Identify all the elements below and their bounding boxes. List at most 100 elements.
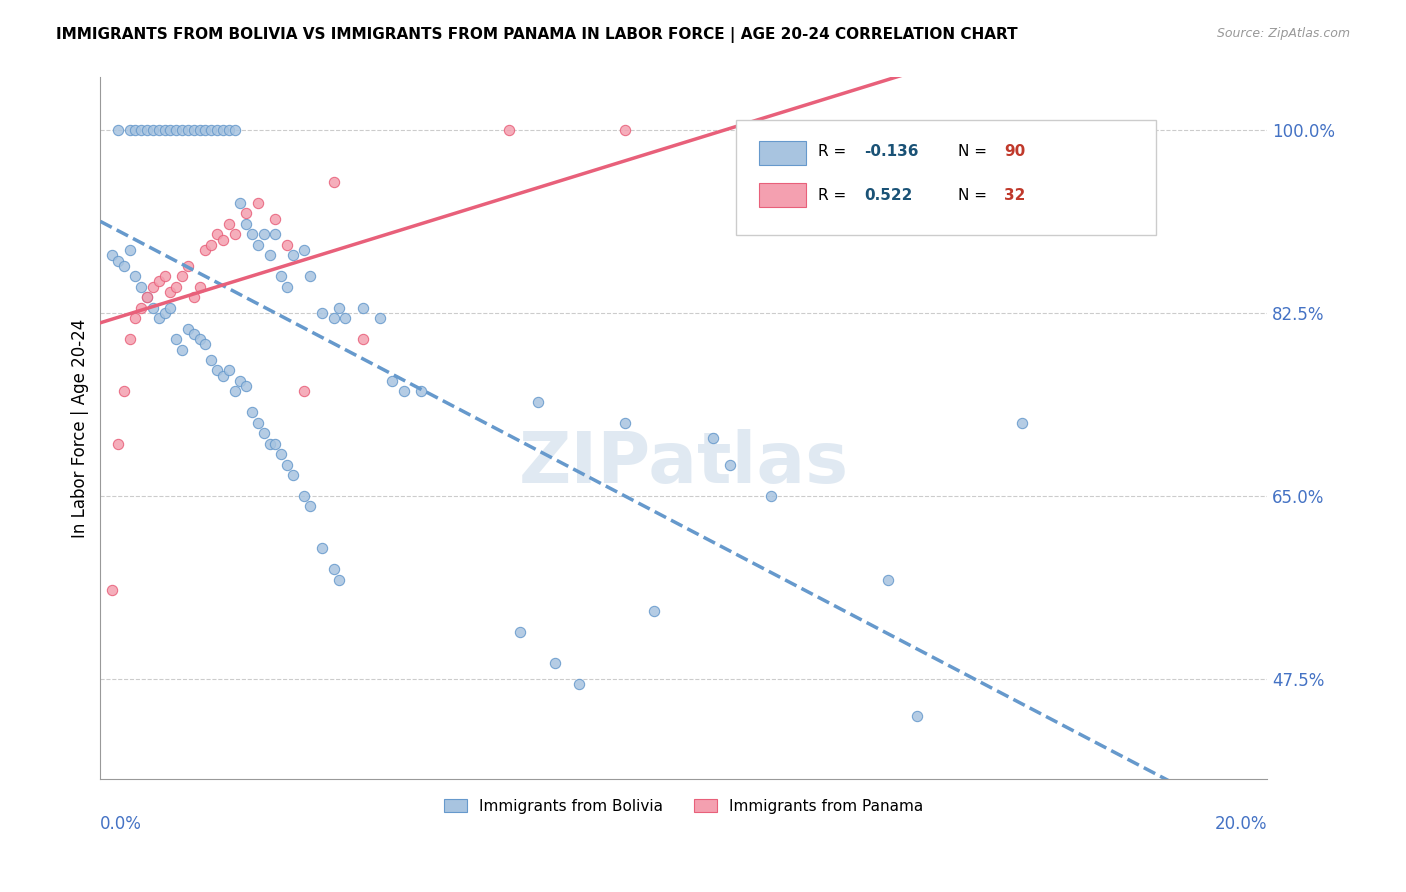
Point xyxy=(322,311,344,326)
Point xyxy=(153,306,176,320)
Point xyxy=(136,290,159,304)
Point xyxy=(876,573,898,587)
Point xyxy=(352,301,374,315)
Point xyxy=(905,708,928,723)
Point xyxy=(498,122,520,136)
Point xyxy=(148,311,170,326)
Text: 90: 90 xyxy=(1004,144,1025,159)
Point xyxy=(107,122,129,136)
Point xyxy=(702,432,724,446)
Point xyxy=(527,394,550,409)
Point xyxy=(259,248,281,262)
Point xyxy=(188,332,211,346)
Point xyxy=(235,217,257,231)
FancyBboxPatch shape xyxy=(737,120,1156,235)
Point xyxy=(381,374,404,388)
Point xyxy=(643,604,665,618)
Point xyxy=(229,196,252,211)
Point xyxy=(544,657,567,671)
Text: IMMIGRANTS FROM BOLIVIA VS IMMIGRANTS FROM PANAMA IN LABOR FORCE | AGE 20-24 COR: IMMIGRANTS FROM BOLIVIA VS IMMIGRANTS FR… xyxy=(56,27,1018,43)
Point xyxy=(165,122,187,136)
Point xyxy=(509,625,531,640)
Point xyxy=(264,211,287,226)
Point xyxy=(229,374,252,388)
Point xyxy=(177,122,200,136)
Point xyxy=(107,436,129,450)
Point xyxy=(276,279,298,293)
Point xyxy=(368,311,391,326)
Point xyxy=(276,238,298,252)
Point xyxy=(205,227,228,242)
Point xyxy=(129,279,152,293)
Point xyxy=(153,269,176,284)
Point xyxy=(299,500,322,514)
Point xyxy=(188,122,211,136)
Point xyxy=(142,301,165,315)
Point xyxy=(194,337,217,351)
Point xyxy=(124,311,146,326)
Point xyxy=(124,122,146,136)
Point xyxy=(211,233,233,247)
Point xyxy=(264,227,287,242)
Point xyxy=(200,238,222,252)
Point xyxy=(218,363,240,377)
Point xyxy=(142,122,165,136)
Bar xyxy=(759,141,806,165)
Point xyxy=(299,269,322,284)
Point xyxy=(159,301,181,315)
Point xyxy=(194,243,217,257)
Point xyxy=(200,353,222,368)
Point xyxy=(112,259,135,273)
Point xyxy=(218,122,240,136)
Point xyxy=(311,541,333,556)
Point xyxy=(194,122,217,136)
Point xyxy=(148,275,170,289)
Point xyxy=(153,122,176,136)
Point xyxy=(614,416,637,430)
Point xyxy=(240,405,263,419)
Point xyxy=(328,573,350,587)
Point xyxy=(159,122,181,136)
Point xyxy=(224,227,246,242)
Point xyxy=(246,238,269,252)
Point xyxy=(276,458,298,472)
Text: N =: N = xyxy=(957,144,991,159)
Legend: Immigrants from Bolivia, Immigrants from Panama: Immigrants from Bolivia, Immigrants from… xyxy=(439,793,929,820)
Point xyxy=(1011,416,1033,430)
Point xyxy=(264,436,287,450)
Point xyxy=(246,196,269,211)
Point xyxy=(352,332,374,346)
Point xyxy=(107,253,129,268)
Text: 0.0%: 0.0% xyxy=(100,815,142,833)
Point xyxy=(235,206,257,220)
Point xyxy=(270,447,292,461)
Text: R =: R = xyxy=(818,144,851,159)
Point xyxy=(183,326,205,341)
Point xyxy=(211,368,233,383)
Text: Source: ZipAtlas.com: Source: ZipAtlas.com xyxy=(1216,27,1350,40)
Point xyxy=(188,279,211,293)
Point xyxy=(183,290,205,304)
Point xyxy=(118,243,141,257)
Point xyxy=(211,122,233,136)
Point xyxy=(165,279,187,293)
Point xyxy=(159,285,181,299)
Point xyxy=(170,122,193,136)
Point xyxy=(136,290,159,304)
Point xyxy=(281,468,304,483)
Point xyxy=(759,489,782,503)
Point xyxy=(205,363,228,377)
Point xyxy=(322,562,344,576)
Point xyxy=(183,122,205,136)
Point xyxy=(259,436,281,450)
Point xyxy=(112,384,135,399)
Point xyxy=(411,384,433,399)
Point xyxy=(142,279,165,293)
Text: R =: R = xyxy=(818,187,851,202)
Point xyxy=(281,248,304,262)
Point xyxy=(218,217,240,231)
Point xyxy=(253,227,276,242)
Point xyxy=(335,311,357,326)
Point xyxy=(270,269,292,284)
Point xyxy=(224,122,246,136)
